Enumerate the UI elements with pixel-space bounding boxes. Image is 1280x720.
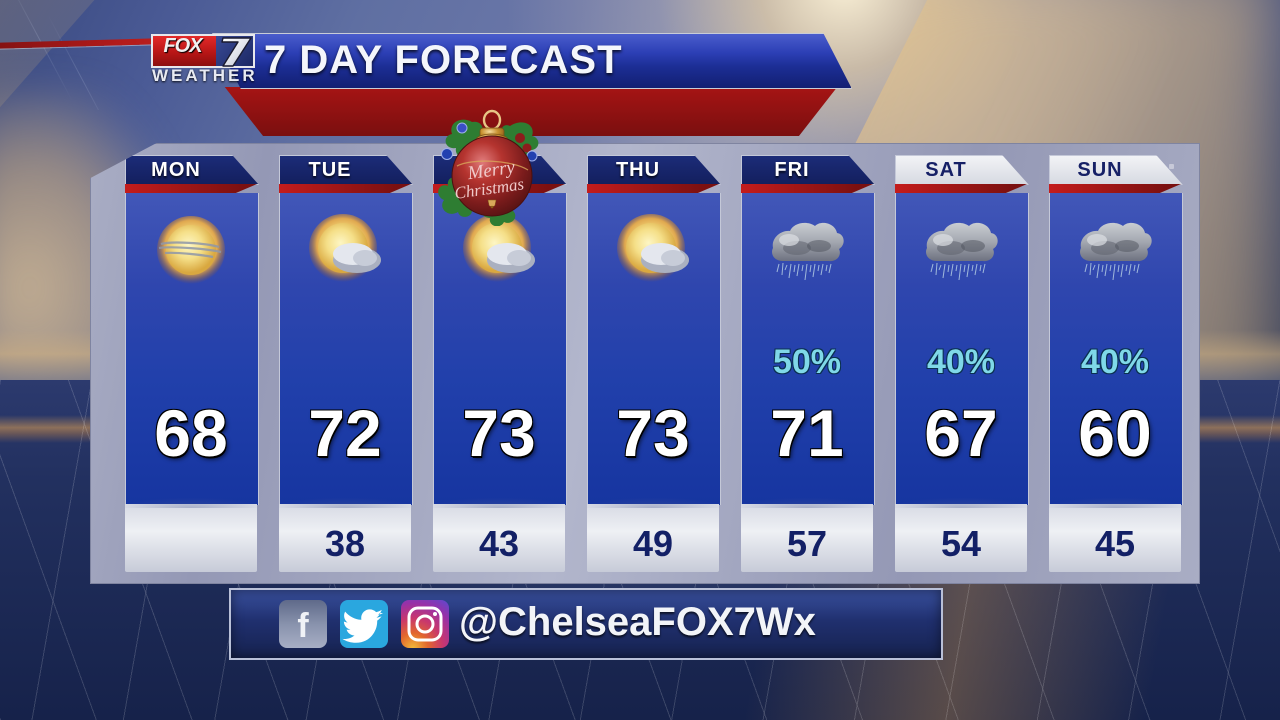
svg-text:f: f xyxy=(297,607,309,645)
